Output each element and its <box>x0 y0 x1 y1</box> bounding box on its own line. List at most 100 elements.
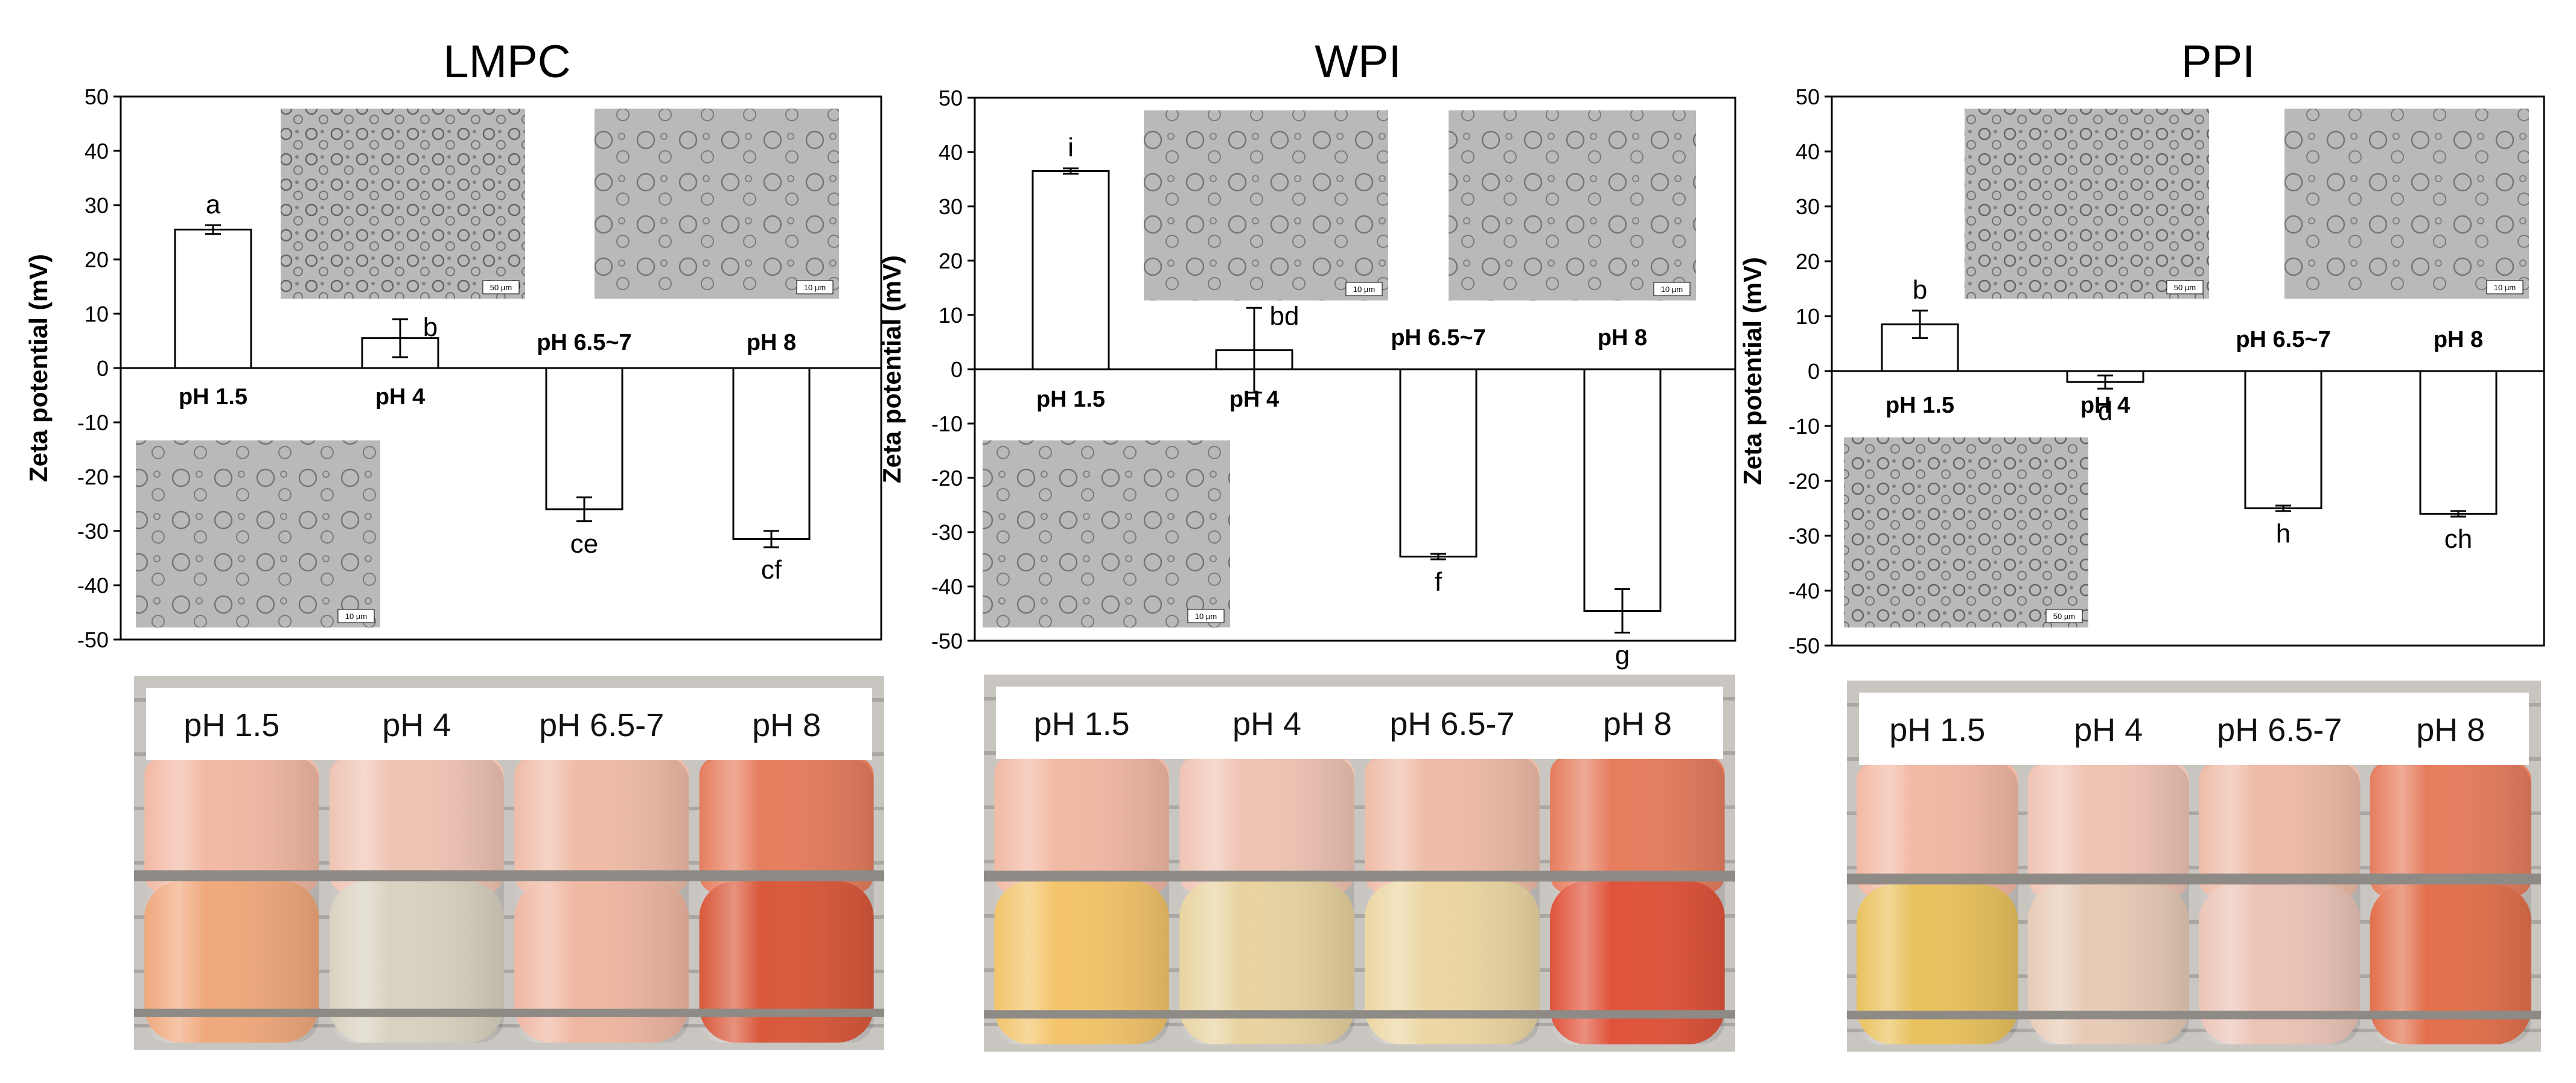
micrograph-inset: 50 µm <box>281 109 525 299</box>
tube-label: pH 6.5-7 <box>1389 706 1514 742</box>
rack-bar <box>134 870 884 881</box>
y-tick-label: 20 <box>939 249 963 273</box>
photo-label-band <box>1859 693 2529 765</box>
tube-label: pH 8 <box>1603 706 1672 742</box>
category-label: pH 6.5~7 <box>537 330 631 355</box>
y-axis-label: Zeta potential (mV) <box>1738 257 1767 485</box>
y-tick-label: 0 <box>951 357 963 382</box>
micrograph-cells <box>1844 437 2088 627</box>
y-tick-label: 20 <box>1796 249 1820 274</box>
scale-bar-label: 50 µm <box>490 283 512 292</box>
tubes-photo: pH 1.5 pH 4 pH 6.5-7 pH 8 <box>1847 681 2541 1052</box>
tube-label: pH 8 <box>2416 712 2485 748</box>
y-tick-label: 10 <box>1796 304 1820 329</box>
y-axis-label: Zeta potential (mV) <box>24 254 53 482</box>
category-label: pH 6.5~7 <box>1391 325 1485 351</box>
bar <box>174 229 252 369</box>
y-tick-label: -20 <box>931 466 963 491</box>
y-tick-label: -10 <box>931 411 963 436</box>
y-tick-label: -40 <box>931 574 963 599</box>
y-tick-label: -10 <box>77 410 109 435</box>
y-tick-label: 40 <box>1796 139 1820 164</box>
scale-bar-box <box>482 280 520 294</box>
y-tick-label: 40 <box>84 139 109 164</box>
tube-label: pH 4 <box>382 707 451 743</box>
category-label: pH 8 <box>747 330 796 355</box>
panel-wpi: WPI 50 40 30 20 10 0 -10 -20 -30 -40 -50 Zeta potent… <box>878 36 1736 1052</box>
micrograph-inset: 10 µm <box>1144 110 1388 300</box>
category-label: pH 8 <box>1598 325 1647 351</box>
y-tick-label: 30 <box>1796 194 1820 219</box>
y-tick-label: -10 <box>1788 414 1820 439</box>
tube-glass <box>514 757 689 1043</box>
y-tick-label: -30 <box>1788 524 1820 548</box>
micrograph-cells <box>136 440 380 627</box>
tube-label: pH 4 <box>2074 712 2143 748</box>
scale-bar-label: 10 µm <box>2494 283 2516 292</box>
micrograph-cells <box>2284 109 2529 299</box>
panel-title: LMPC <box>443 36 570 87</box>
micrograph-inset: 10 µm <box>2284 109 2529 299</box>
category-label: pH 4 <box>1229 387 1279 412</box>
rack-bar <box>1847 873 2541 885</box>
tube-glass <box>1179 756 1354 1044</box>
bar <box>732 367 811 540</box>
micrograph-inset: 10 µm <box>595 109 839 299</box>
bar <box>1399 368 1478 557</box>
significance-label: g <box>1615 641 1630 670</box>
micrograph-cells <box>281 109 525 299</box>
bar <box>1583 368 1662 612</box>
scale-bar-box <box>1345 282 1383 296</box>
rack-bar <box>984 1010 1735 1019</box>
panel-ppi: PPI 50 40 30 20 10 0 -10 -20 -30 -40 -50 Zeta potent… <box>1738 36 2545 1052</box>
scale-bar-label: 10 µm <box>345 612 367 621</box>
y-tick-label: 0 <box>1808 359 1820 384</box>
micrograph-cells <box>1144 110 1388 300</box>
scale-bar-box <box>337 609 375 623</box>
tube-label: pH 6.5-7 <box>2217 712 2342 748</box>
tube-glass <box>2370 762 2531 1044</box>
y-tick-label: 30 <box>84 193 109 218</box>
scale-bar-label: 50 µm <box>2053 612 2075 621</box>
micrograph-cells <box>595 109 839 299</box>
y-tick-label: 40 <box>939 140 963 165</box>
significance-label: ce <box>570 529 598 559</box>
scale-bar-label: 10 µm <box>804 283 826 292</box>
category-label: pH 1.5 <box>179 384 247 410</box>
tube-glass <box>699 757 874 1043</box>
micrograph-cells <box>1965 109 2209 299</box>
scale-bar-box <box>796 280 834 294</box>
scale-bar-label: 50 µm <box>2174 283 2196 292</box>
category-label: pH 8 <box>2434 327 2483 352</box>
photo-label-band <box>146 688 872 760</box>
category-label: pH 4 <box>375 384 425 410</box>
tube-glass <box>994 756 1169 1044</box>
significance-label: b <box>1913 275 1927 305</box>
y-tick-label: 30 <box>939 194 963 219</box>
tube-glass <box>1550 756 1725 1044</box>
tube-label: pH 1.5 <box>183 707 279 743</box>
micrograph-cells <box>1449 110 1696 300</box>
significance-label: b <box>423 313 438 342</box>
significance-label: f <box>1435 567 1443 597</box>
y-tick-label: -20 <box>1788 469 1820 494</box>
rack-bar <box>1847 1011 2541 1020</box>
bar <box>545 367 623 510</box>
category-label: pH 1.5 <box>1036 387 1105 412</box>
bar <box>2244 370 2323 509</box>
tubes-photo: pH 1.5 pH 4 pH 6.5-7 pH 8 <box>134 676 884 1050</box>
y-tick-label: 50 <box>939 86 963 110</box>
y-tick-label: -50 <box>1788 634 1820 658</box>
rack-bar <box>984 871 1735 881</box>
y-tick-label: -40 <box>1788 579 1820 603</box>
y-tick-label: -30 <box>77 519 109 544</box>
category-label: pH 1.5 <box>1886 393 1954 418</box>
y-tick-label: 20 <box>84 247 109 272</box>
photo-label-band <box>996 687 1723 759</box>
tube-label: pH 8 <box>752 707 821 743</box>
scale-bar-label: 10 µm <box>1661 285 1683 294</box>
y-tick-label: 50 <box>1796 84 1820 109</box>
tubes-photo: pH 1.5 pH 4 pH 6.5-7 pH 8 <box>984 675 1735 1052</box>
y-axis-label: Zeta potential (mV) <box>878 255 906 483</box>
